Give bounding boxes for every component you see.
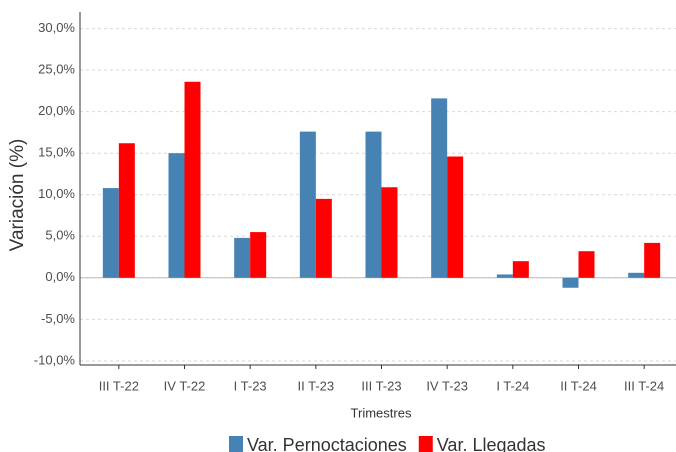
- y-tick-label: 20,0%: [38, 103, 75, 118]
- bar: [512, 261, 529, 278]
- y-tick-label: -5,0%: [41, 311, 75, 326]
- y-axis-label: Variación (%): [7, 139, 28, 252]
- bar: [299, 131, 316, 278]
- y-tick-label: 10,0%: [38, 186, 75, 201]
- x-tick-label: III T-22: [99, 378, 139, 393]
- bar: [628, 272, 645, 278]
- x-tick-label: II T-23: [298, 378, 335, 393]
- bar: [381, 187, 398, 278]
- bar: [365, 131, 382, 278]
- x-tick-label: II T-24: [560, 378, 597, 393]
- bar: [315, 198, 332, 278]
- legend-label: Var. Pernoctaciones: [247, 435, 407, 452]
- bar: [496, 274, 513, 278]
- y-tick-label: 5,0%: [45, 228, 75, 243]
- x-tick-label: III T-23: [361, 378, 401, 393]
- bar: [234, 237, 251, 278]
- y-tick-label: -10,0%: [34, 352, 76, 367]
- x-tick-label: IV T-23: [426, 378, 468, 393]
- x-tick-label: IV T-22: [164, 378, 206, 393]
- y-tick-label: 25,0%: [38, 62, 75, 77]
- bar: [644, 242, 661, 278]
- bar: [431, 98, 448, 278]
- bar: [578, 251, 595, 278]
- bar: [562, 277, 579, 288]
- bar: [168, 153, 185, 278]
- bar: [118, 143, 135, 278]
- bar: [102, 188, 119, 278]
- bar: [184, 81, 201, 278]
- y-tick-label: 30,0%: [38, 20, 75, 35]
- bar: [447, 156, 464, 278]
- x-tick-label: III T-24: [624, 378, 664, 393]
- x-tick-label: I T-24: [496, 378, 529, 393]
- legend-label: Var. Llegadas: [437, 435, 546, 452]
- x-axis-label: Trimestres: [351, 405, 412, 420]
- x-tick-label: I T-23: [234, 378, 267, 393]
- bar: [250, 232, 267, 278]
- y-tick-label: 0,0%: [45, 269, 75, 284]
- legend-swatch: [418, 436, 433, 452]
- y-tick-label: 15,0%: [38, 145, 75, 160]
- legend-swatch: [229, 436, 243, 452]
